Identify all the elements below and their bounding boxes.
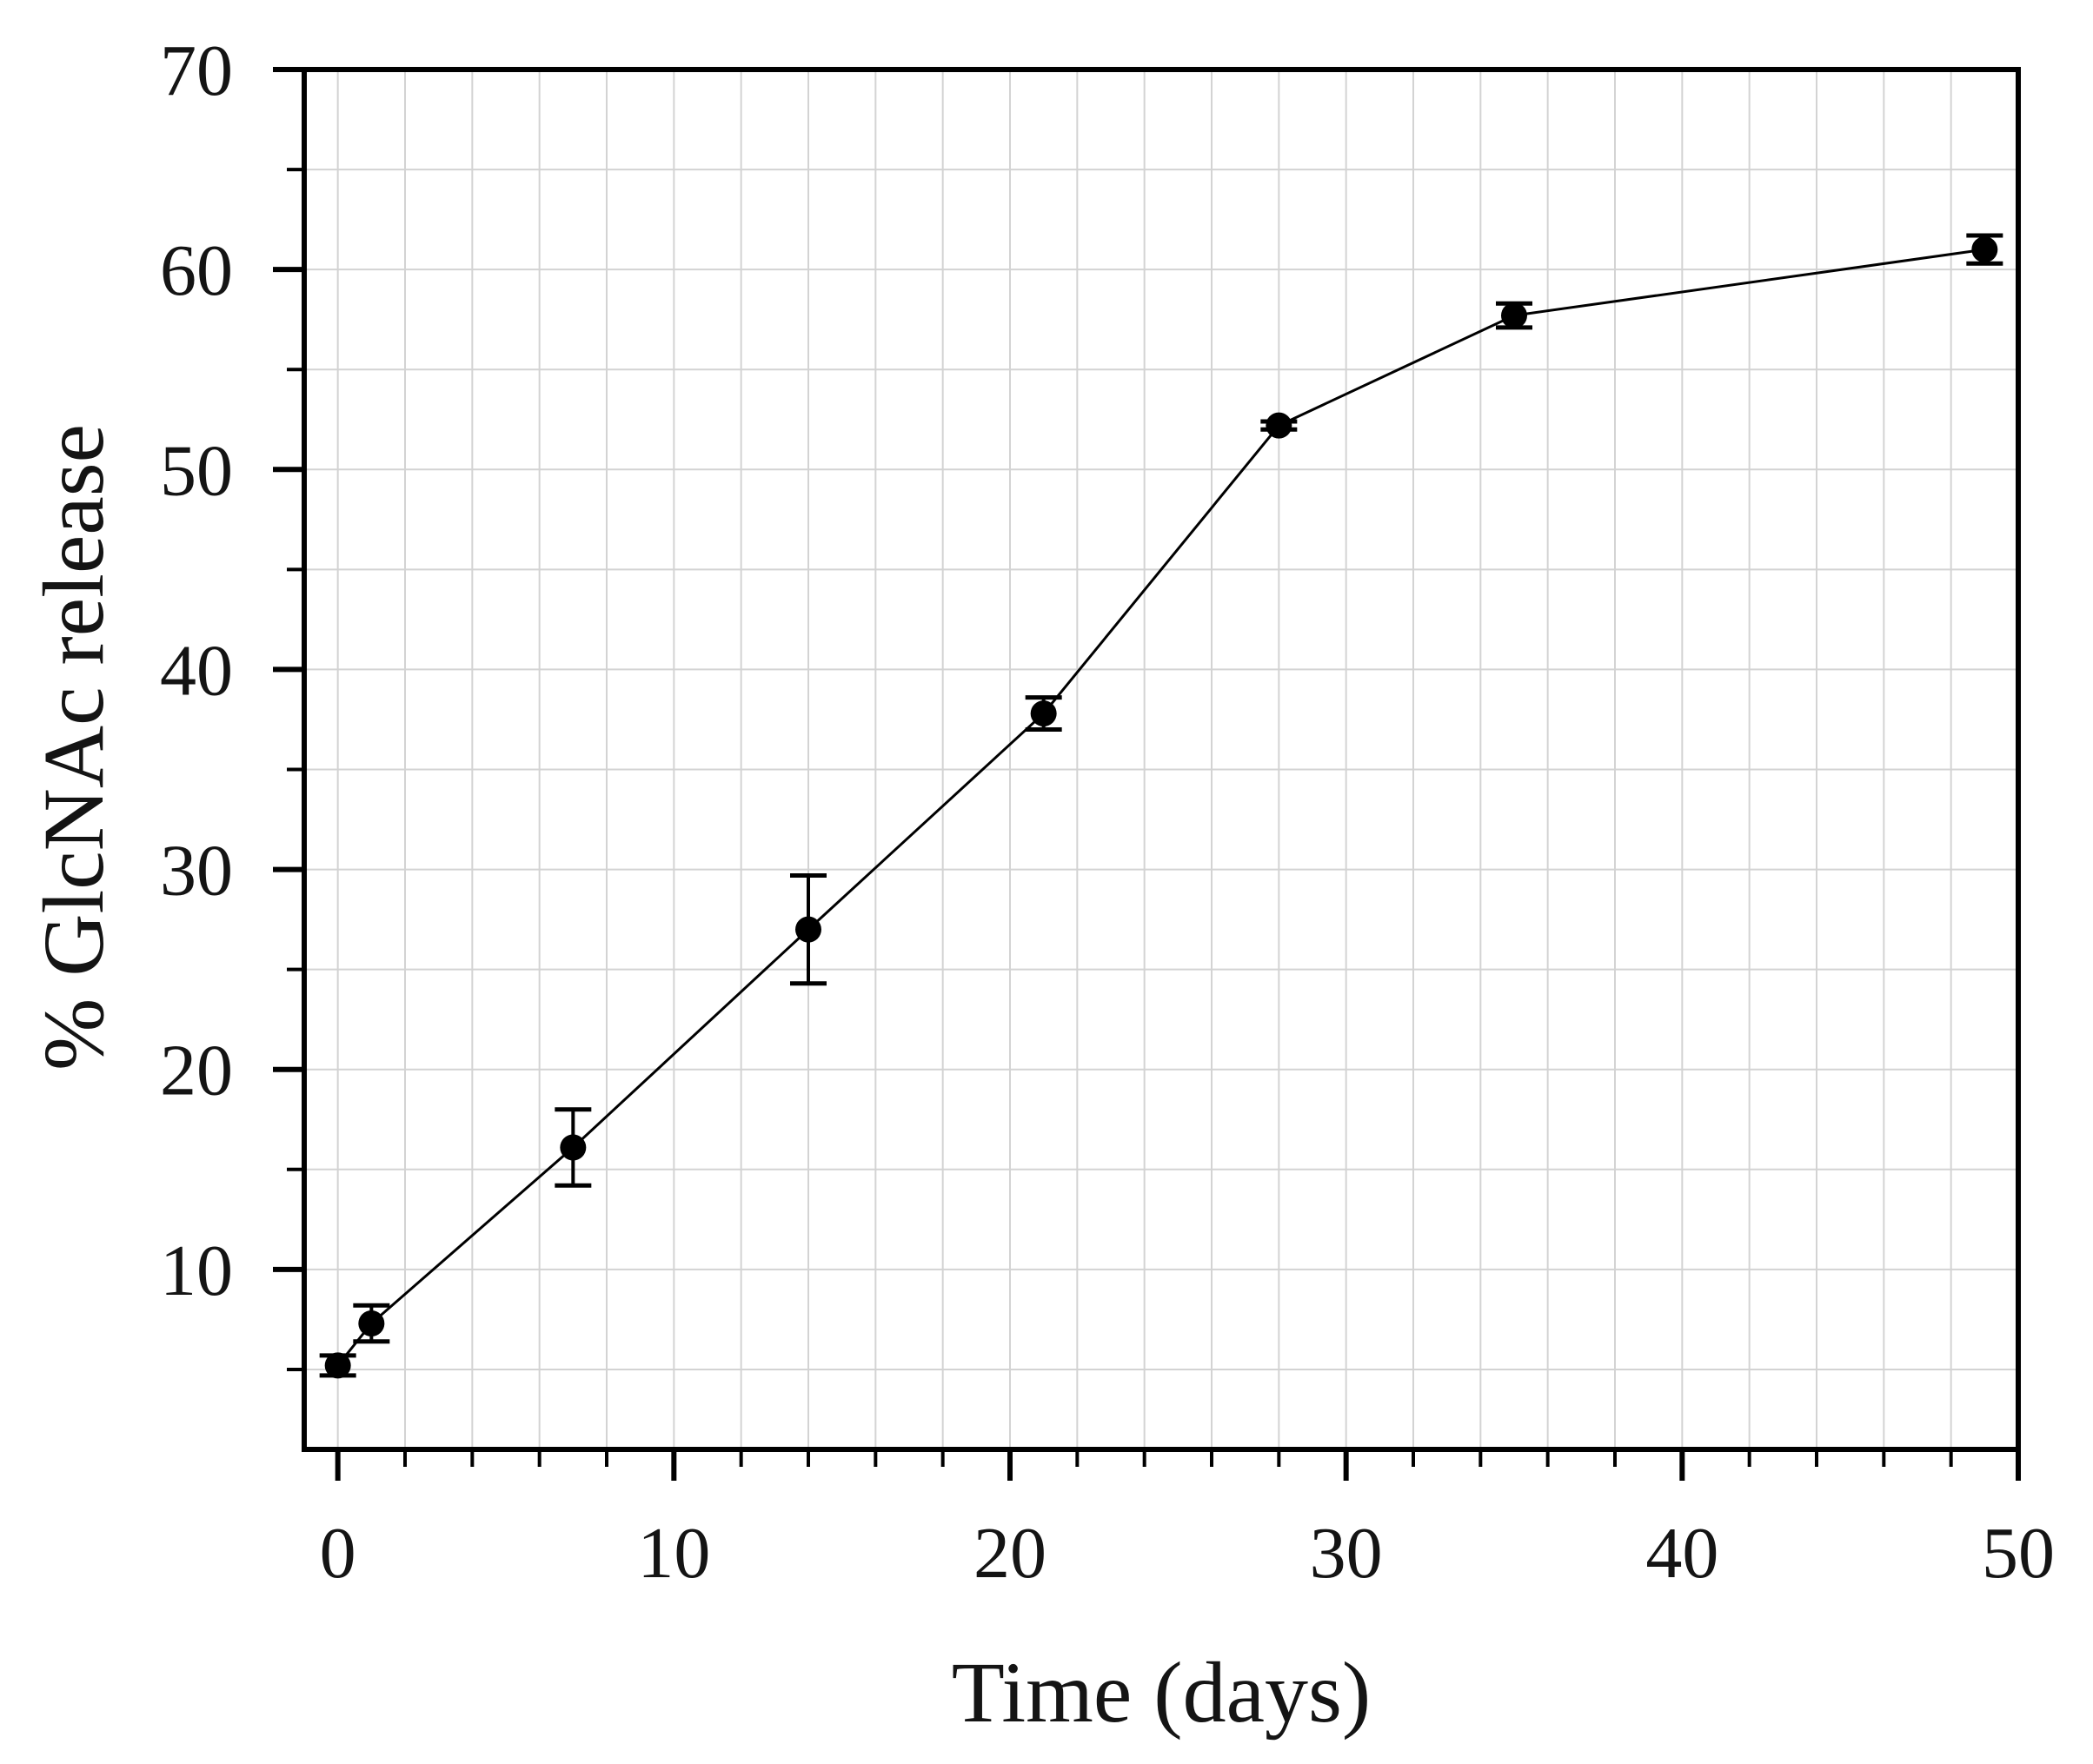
x-tick-label: 30 — [1310, 1513, 1383, 1594]
x-tick-label: 0 — [320, 1513, 356, 1594]
y-tick-label: 30 — [160, 831, 233, 912]
data-point-marker — [1266, 412, 1292, 439]
y-tick-label: 50 — [160, 430, 233, 511]
y-tick-label: 20 — [160, 1031, 233, 1111]
x-tick-label: 20 — [973, 1513, 1046, 1594]
y-tick-label: 40 — [160, 630, 233, 711]
y-tick-label: 70 — [160, 30, 233, 111]
y-axis-title: % GlcNAc release — [25, 423, 122, 1071]
data-point-marker — [1501, 302, 1527, 329]
data-point-marker — [560, 1134, 587, 1161]
x-tick-label: 10 — [637, 1513, 710, 1594]
data-line — [336, 248, 1985, 1367]
data-point-marker — [1030, 700, 1057, 727]
x-tick-label: 40 — [1645, 1513, 1718, 1594]
y-tick-label: 10 — [160, 1230, 233, 1311]
y-tick-label: 60 — [160, 230, 233, 311]
plot-frame — [302, 67, 2021, 1452]
x-axis-title: Time (days) — [951, 1644, 1372, 1741]
data-point-marker — [1971, 236, 1998, 263]
data-point-marker — [324, 1352, 351, 1379]
data-point-marker — [358, 1310, 385, 1337]
x-tick-label: 50 — [1982, 1513, 2055, 1594]
data-point-marker — [795, 916, 821, 943]
